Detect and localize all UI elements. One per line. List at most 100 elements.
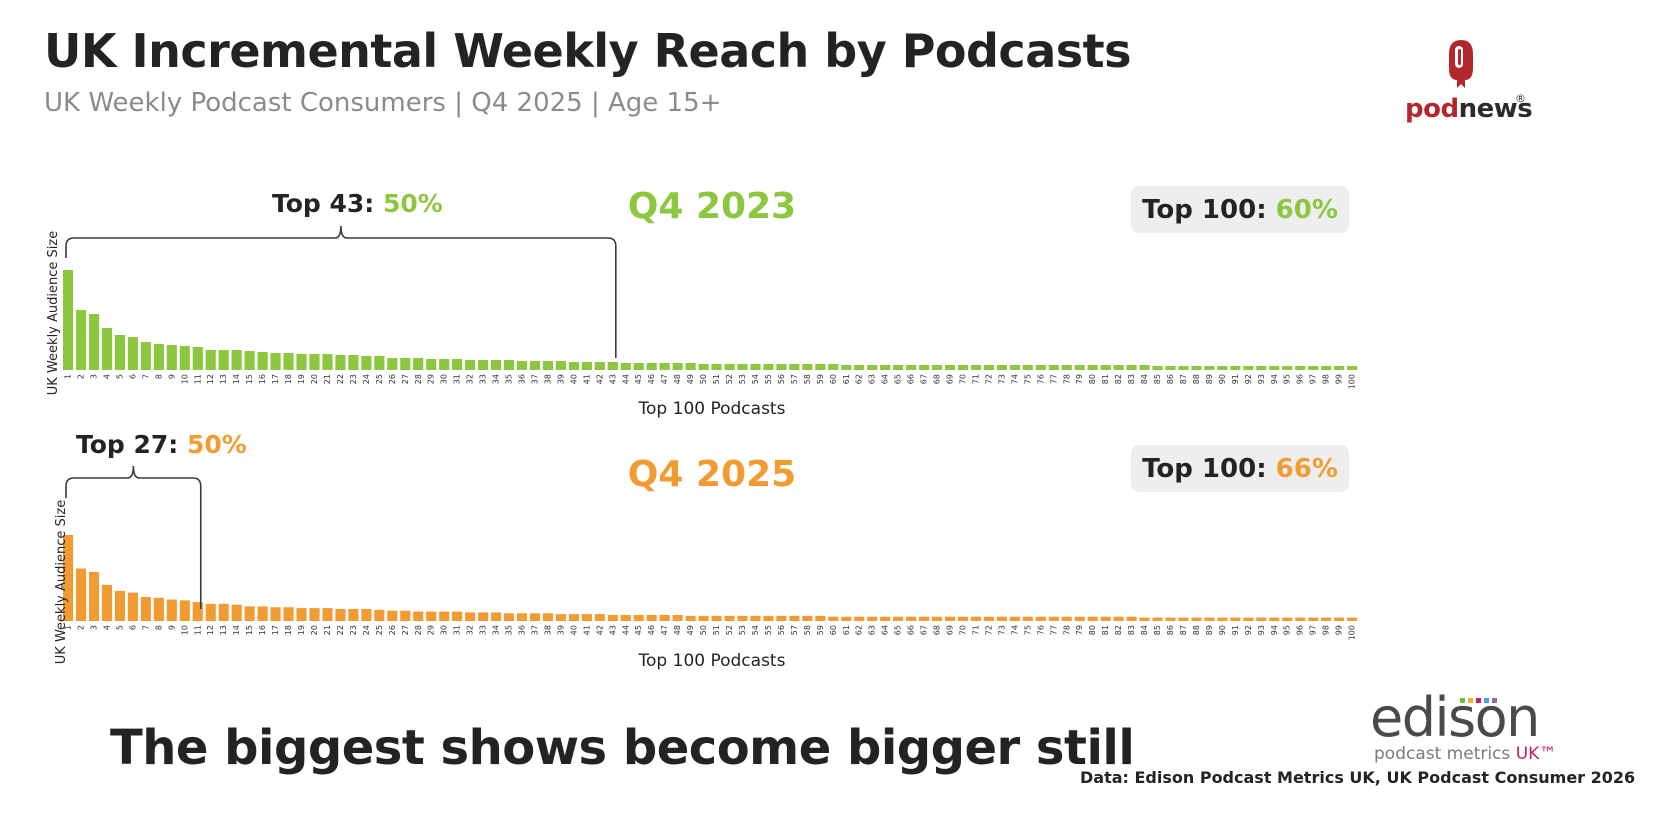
tick-label: 67 [920, 374, 929, 384]
tick-label: 65 [894, 625, 903, 635]
tick-label: 88 [1192, 625, 1201, 635]
tick-label: 85 [1153, 374, 1162, 384]
tick-label: 89 [1205, 374, 1214, 384]
tick-label: 7 [141, 625, 150, 630]
tick-label: 51 [712, 625, 721, 635]
tick-label: 1 [64, 625, 73, 630]
bar-1-73 [996, 365, 1007, 370]
tick-label: 34 [492, 374, 501, 384]
tick-label: 35 [505, 625, 514, 635]
bar-2-81 [1100, 616, 1111, 621]
tick-label: 98 [1322, 625, 1331, 635]
tick-label: 98 [1322, 374, 1331, 384]
bar-2-1 [63, 535, 74, 621]
tick-label: 55 [764, 374, 773, 384]
bar-1-35 [503, 360, 515, 370]
tick-label: 75 [1023, 625, 1032, 635]
bar-2-90 [1217, 617, 1228, 621]
bar-2-86 [1165, 617, 1176, 621]
tick-label: 91 [1231, 374, 1240, 384]
bar-1-40 [568, 362, 579, 370]
bar-2-79 [1074, 616, 1085, 621]
tick-label: 5 [115, 625, 124, 630]
bar-1-2 [75, 310, 87, 370]
tick-label: 93 [1257, 625, 1266, 635]
tick-label: 91 [1231, 625, 1240, 635]
tick-label: 71 [971, 625, 980, 635]
bar-1-30 [439, 359, 450, 370]
tick-label: 83 [1127, 374, 1136, 384]
microphone-icon [1449, 40, 1473, 88]
bar-2-91 [1230, 617, 1241, 621]
bar-2-82 [1113, 616, 1124, 621]
top100-label-text: Top 100: [1142, 195, 1276, 225]
bar-2-50 [698, 615, 709, 621]
tick-label: 47 [660, 625, 669, 635]
tick-label: 46 [647, 374, 656, 384]
top100-box [1131, 445, 1349, 492]
bar-2-60 [828, 616, 839, 621]
tick-label: 61 [842, 374, 851, 384]
bar-1-4 [101, 328, 113, 370]
chart-period-title: Q4 2023 [628, 186, 796, 227]
bar-1-62 [854, 365, 865, 370]
bar-2-47 [659, 614, 670, 621]
tick-label: 3 [90, 625, 99, 630]
page-title: UK Incremental Weekly Reach by Podcasts [44, 24, 1132, 78]
bar-2-69 [944, 616, 956, 621]
bar-2-89 [1204, 617, 1215, 621]
top100-label-value: 66% [1276, 454, 1338, 484]
bar-1-56 [776, 364, 787, 370]
tick-label: 17 [271, 625, 280, 635]
bar-1-71 [970, 365, 982, 370]
tick-label: 53 [738, 625, 747, 635]
bar-1-51 [711, 364, 722, 370]
edison-uk: UK™ [1515, 744, 1557, 764]
tick-label: 60 [829, 625, 838, 635]
bar-2-65 [893, 616, 904, 621]
bar-2-8 [153, 597, 164, 621]
bar-2-94 [1269, 617, 1280, 621]
bar-2-84 [1139, 617, 1150, 621]
tick-label: 37 [530, 625, 539, 635]
bar-2-2 [75, 568, 87, 621]
tick-label: 55 [764, 625, 773, 635]
bar-1-82 [1113, 365, 1124, 370]
tick-label: 73 [997, 374, 1006, 384]
bar-1-45 [633, 363, 644, 370]
chart-period-title: Q4 2025 [628, 454, 796, 495]
tick-label: 95 [1283, 374, 1292, 384]
bar-2-4 [101, 584, 113, 621]
x-axis-label: Top 100 Podcasts [638, 651, 786, 671]
bar-2-100 [1347, 617, 1358, 621]
bar-2-38 [542, 613, 554, 621]
tick-label: 27 [401, 374, 410, 384]
bar-1-26 [387, 358, 398, 370]
tick-label: 10 [180, 374, 189, 384]
tick-label: 84 [1140, 625, 1149, 635]
bracket-label-value: 50% [187, 430, 247, 459]
tick-label: 90 [1218, 374, 1227, 384]
tick-label: 93 [1257, 374, 1266, 384]
bar-1-49 [685, 363, 696, 370]
tick-label: 59 [816, 374, 825, 384]
bar-1-68 [931, 365, 943, 370]
edison-logo: edison podcast metrics UK™ [1370, 690, 1570, 765]
tick-label: 17 [271, 374, 280, 384]
tick-label: 95 [1283, 625, 1292, 635]
bar-2-99 [1334, 617, 1345, 621]
bar-1-98 [1321, 366, 1332, 370]
bar-2-63 [867, 616, 878, 621]
bar-1-90 [1217, 366, 1228, 370]
tick-label: 43 [608, 625, 617, 635]
tick-label: 79 [1075, 374, 1084, 384]
tick-label: 47 [660, 374, 669, 384]
bar-2-27 [400, 610, 411, 621]
tick-label: 4 [102, 625, 111, 630]
tick-label: 86 [1166, 374, 1175, 384]
page-subtitle: UK Weekly Podcast Consumers | Q4 2025 | … [44, 88, 722, 118]
bracket-label-value: 50% [383, 189, 443, 218]
tick-label: 82 [1114, 374, 1123, 384]
bar-1-83 [1126, 365, 1137, 370]
bar-1-72 [983, 365, 994, 370]
